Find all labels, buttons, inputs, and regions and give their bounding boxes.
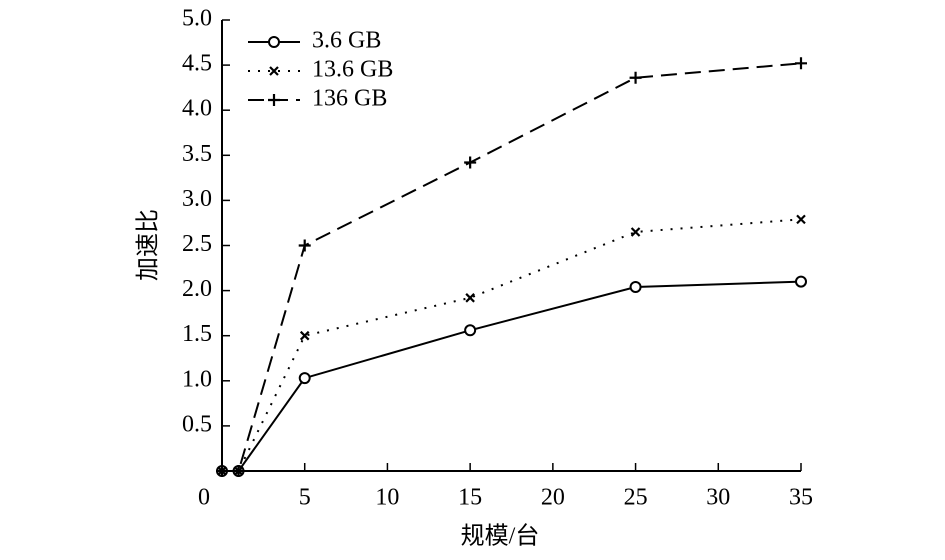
point bbox=[298, 372, 311, 385]
y-tick-label: 2.5 bbox=[182, 231, 212, 257]
point bbox=[465, 293, 475, 303]
point bbox=[795, 275, 807, 288]
point bbox=[232, 465, 245, 477]
y-tick-label: 1.5 bbox=[182, 321, 212, 347]
point bbox=[630, 227, 641, 237]
x-tick-label: 0 bbox=[198, 485, 210, 511]
series-line bbox=[222, 62, 802, 472]
series-line bbox=[222, 218, 802, 472]
x-tick-label: 15 bbox=[458, 485, 482, 511]
point bbox=[464, 324, 477, 337]
x-tick-label: 10 bbox=[375, 485, 399, 511]
point bbox=[796, 214, 806, 225]
y-tick-label: 0.5 bbox=[182, 411, 212, 437]
legend-marker bbox=[269, 66, 279, 76]
y-tick-label: 5.0 bbox=[182, 6, 212, 32]
x-axis-label: 规模/台 bbox=[461, 523, 540, 550]
point bbox=[464, 156, 477, 169]
x-tick-label: 25 bbox=[624, 485, 648, 511]
legend-label: 3.6 GB bbox=[312, 28, 381, 54]
y-axis-label: 加速比 bbox=[135, 209, 162, 281]
y-tick-label: 1.0 bbox=[182, 366, 212, 392]
x-tick-label: 20 bbox=[541, 485, 565, 511]
legend-marker bbox=[268, 94, 280, 106]
point bbox=[629, 280, 642, 293]
legend-label: 136 GB bbox=[312, 86, 387, 112]
y-tick-label: 3.0 bbox=[182, 186, 212, 212]
point bbox=[629, 71, 642, 84]
y-tick-label: 2.0 bbox=[182, 276, 212, 302]
point bbox=[795, 57, 807, 70]
y-tick-label: 4.5 bbox=[182, 51, 212, 77]
x-tick-label: 5 bbox=[299, 485, 311, 511]
point bbox=[298, 239, 311, 252]
y-tick-label: 4.0 bbox=[182, 96, 212, 122]
y-tick-label: 3.5 bbox=[182, 141, 212, 167]
x-tick-label: 30 bbox=[706, 485, 730, 511]
legend-marker bbox=[268, 36, 280, 48]
x-tick-label: 35 bbox=[789, 485, 813, 511]
point bbox=[216, 465, 228, 477]
legend-label: 13.6 GB bbox=[312, 57, 393, 83]
point bbox=[299, 330, 310, 341]
